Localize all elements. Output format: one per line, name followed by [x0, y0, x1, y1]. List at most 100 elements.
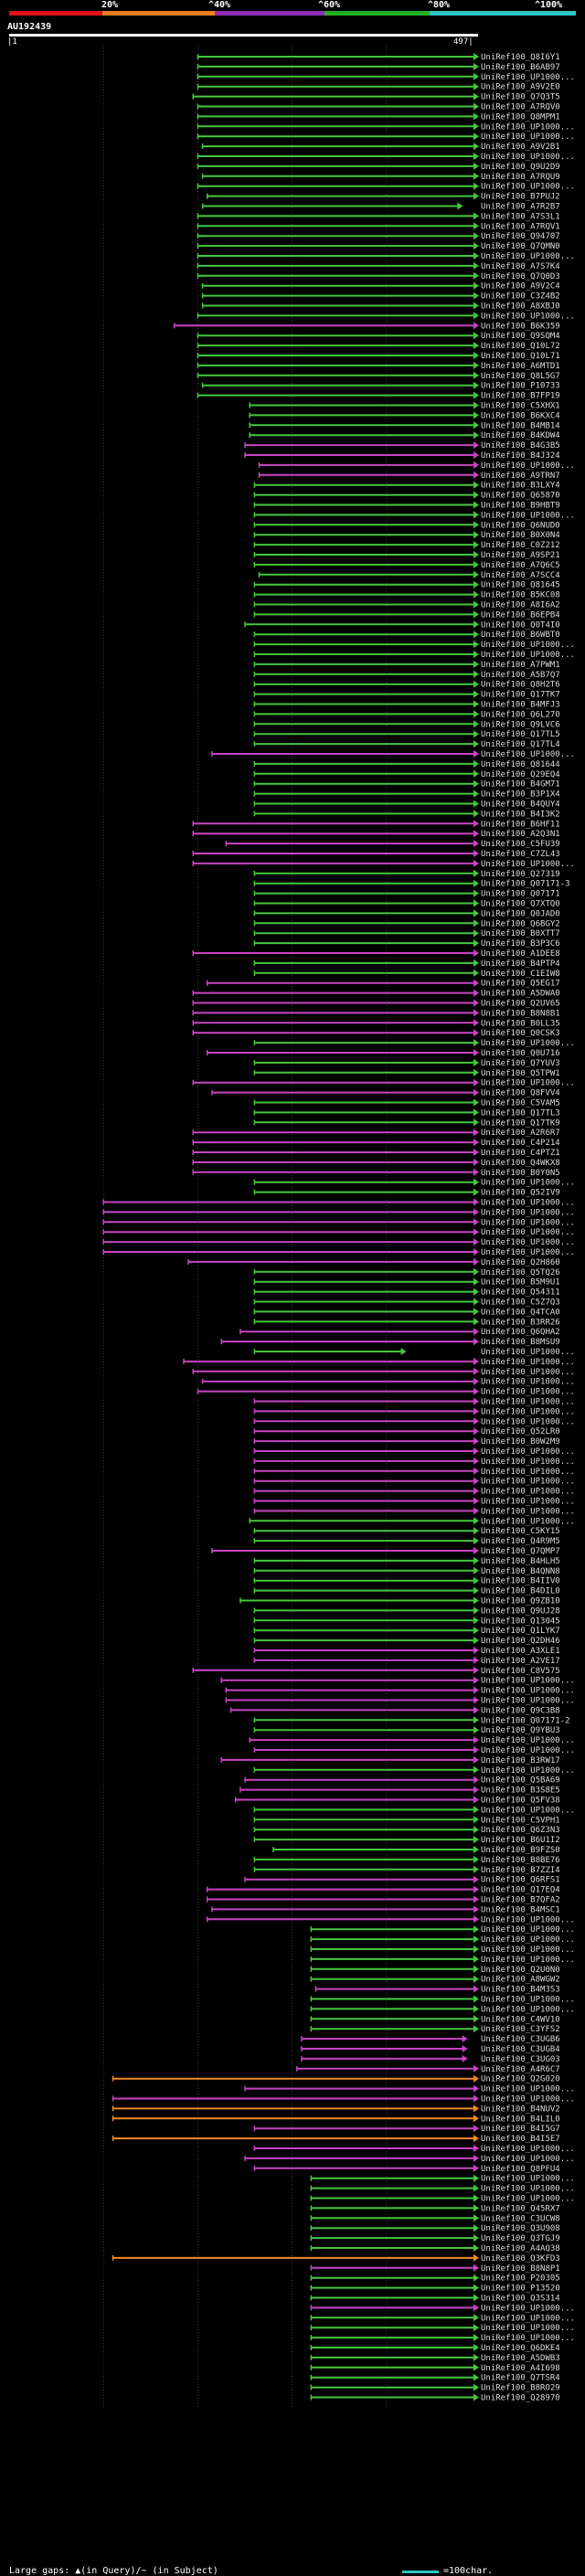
hit-row[interactable]: UniRef100_A7RQV0: [197, 102, 560, 112]
hit-label[interactable]: UniRef100_C5XHX1: [481, 402, 560, 411]
hit-row[interactable]: UniRef100_A9V2C4: [201, 281, 560, 292]
hit-row[interactable]: UniRef100_Q9SQM4: [197, 332, 560, 341]
hit-row[interactable]: UniRef100_A7S3L1: [197, 212, 560, 221]
hit-label[interactable]: UniRef100_B6EPB4: [481, 610, 560, 620]
hit-row[interactable]: UniRef100_UP1000...: [244, 2084, 575, 2094]
hit-label[interactable]: UniRef100_B4QNN8: [481, 1567, 560, 1576]
hit-row[interactable]: UniRef100_Q7QMP7: [211, 1547, 560, 1556]
hit-label[interactable]: UniRef100_Q0T4I0: [481, 620, 560, 630]
hit-label[interactable]: UniRef100_UP1000...: [481, 1945, 575, 1955]
hit-row[interactable]: UniRef100_B3S8E5: [239, 1786, 560, 1796]
hit-label[interactable]: UniRef100_Q3TGJ9: [481, 2234, 560, 2243]
hit-label[interactable]: UniRef100_Q07171-2: [481, 1716, 570, 1725]
hit-row[interactable]: UniRef100_Q81645: [253, 580, 560, 590]
hit-label[interactable]: UniRef100_B8BE76: [481, 1856, 560, 1865]
hit-row[interactable]: UniRef100_UP1000...: [310, 2304, 575, 2313]
hit-row[interactable]: UniRef100_B4DIL0: [253, 1586, 560, 1596]
hit-row[interactable]: UniRef100_UP1000...: [220, 1676, 575, 1686]
hit-row[interactable]: UniRef100_UP1000...: [102, 1198, 575, 1208]
hit-row[interactable]: UniRef100_B8N8P1: [310, 2263, 560, 2274]
hit-label[interactable]: UniRef100_Q8H2T6: [481, 681, 560, 690]
hit-label[interactable]: UniRef100_UP1000...: [481, 1687, 575, 1696]
hit-label[interactable]: UniRef100_B0X0N4: [481, 531, 560, 540]
hit-row[interactable]: UniRef100_UP1000...: [192, 1078, 575, 1088]
hit-row[interactable]: UniRef100_Q4WKX8: [192, 1158, 560, 1168]
hit-row[interactable]: UniRef100_Q17TL3: [253, 1108, 560, 1118]
hit-label[interactable]: UniRef100_Q6NUD0: [481, 521, 560, 530]
hit-row[interactable]: UniRef100_Q52LR0: [253, 1427, 560, 1436]
hit-row[interactable]: UniRef100_A5B7Q7: [253, 670, 560, 680]
hit-row[interactable]: UniRef100_A8I6A2: [253, 600, 560, 610]
hit-row[interactable]: UniRef100_Q10L72: [197, 342, 560, 351]
hit-label[interactable]: UniRef100_P13520: [481, 2284, 560, 2294]
hit-label[interactable]: UniRef100_UP1000...: [481, 651, 575, 660]
hit-label[interactable]: UniRef100_Q4TCA0: [481, 1308, 560, 1317]
hit-label[interactable]: UniRef100_B0LL35: [481, 1019, 560, 1028]
hit-label[interactable]: UniRef100_Q2UV65: [481, 1000, 560, 1009]
hit-row[interactable]: UniRef100_A5DWB3: [310, 2353, 560, 2363]
hit-label[interactable]: UniRef100_UP1000...: [481, 1378, 575, 1387]
hit-label[interactable]: UniRef100_UP1000...: [481, 1498, 575, 1507]
hit-row[interactable]: UniRef100_B9FZS0: [272, 1846, 560, 1855]
hit-label[interactable]: UniRef100_B8MSU9: [481, 1338, 560, 1347]
hit-row[interactable]: UniRef100_B4J324: [244, 451, 560, 461]
hit-row[interactable]: UniRef100_Q9YBU3: [253, 1726, 560, 1735]
hit-row[interactable]: UniRef100_Q45RX7: [310, 2204, 560, 2213]
hit-row[interactable]: UniRef100_Q5EG17: [207, 979, 560, 989]
hit-row[interactable]: UniRef100_Q7YUV3: [253, 1058, 560, 1068]
hit-row[interactable]: UniRef100_P10733: [201, 381, 560, 391]
hit-row[interactable]: UniRef100_B6HF11: [192, 820, 560, 829]
hit-label[interactable]: UniRef100_UP1000...: [481, 511, 575, 520]
hit-row[interactable]: UniRef100_UP1000...: [253, 1467, 575, 1477]
hit-row[interactable]: UniRef100_B6K359: [173, 322, 560, 331]
hit-label[interactable]: UniRef100_Q9C3B8: [481, 1706, 560, 1715]
hit-row[interactable]: UniRef100_A5DWA0: [192, 989, 560, 999]
hit-label[interactable]: UniRef100_B0W2M9: [481, 1437, 560, 1447]
hit-row[interactable]: UniRef100_Q3S314: [310, 2294, 560, 2304]
hit-label[interactable]: UniRef100_A7RQV1: [481, 222, 560, 231]
hit-row[interactable]: UniRef100_P13520: [310, 2284, 560, 2294]
hit-label[interactable]: UniRef100_A7Q6C5: [481, 561, 560, 570]
hit-row[interactable]: UniRef100_B0Y0N5: [192, 1168, 560, 1178]
hit-row[interactable]: UniRef100_Q6NUD0: [253, 521, 560, 530]
hit-row[interactable]: UniRef100_UP1000...: [102, 1218, 575, 1227]
hit-label[interactable]: UniRef100_A4AQ38: [481, 2244, 560, 2253]
hit-row[interactable]: UniRef100_UP1000...: [197, 252, 575, 261]
hit-row[interactable]: UniRef100_B7PUJ2: [207, 192, 560, 202]
hit-row[interactable]: UniRef100_A7SCC4: [258, 570, 560, 580]
hit-row[interactable]: UniRef100_Q17TK7: [253, 690, 560, 700]
hit-label[interactable]: UniRef100_Q7Q0D3: [481, 272, 560, 281]
hit-label[interactable]: UniRef100_C5KY15: [481, 1527, 560, 1536]
hit-label[interactable]: UniRef100_Q6RFS1: [481, 1876, 560, 1885]
hit-row[interactable]: UniRef100_A2R6R7: [192, 1129, 560, 1138]
hit-label[interactable]: UniRef100_B0Y0N5: [481, 1169, 560, 1178]
hit-row[interactable]: UniRef100_UP1000...: [310, 1995, 575, 2005]
hit-label[interactable]: UniRef100_C5Z7Q3: [481, 1299, 560, 1308]
hit-label[interactable]: UniRef100_UP1000...: [481, 1079, 575, 1088]
hit-row[interactable]: UniRef100_Q2UV65: [192, 999, 560, 1009]
hit-row[interactable]: UniRef100_B4HLH5: [253, 1556, 560, 1566]
hit-row[interactable]: UniRef100_B6WBT0: [253, 631, 560, 640]
hit-label[interactable]: UniRef100_UP1000...: [481, 1348, 575, 1357]
hit-label[interactable]: UniRef100_Q52IV9: [481, 1189, 560, 1198]
hit-row[interactable]: UniRef100_UP1000...: [310, 1945, 575, 1955]
hit-label[interactable]: UniRef100_Q9SQM4: [481, 332, 560, 341]
hit-row[interactable]: UniRef100_B6EPB4: [253, 610, 560, 620]
hit-label[interactable]: UniRef100_A2R6R7: [481, 1129, 560, 1138]
hit-label[interactable]: UniRef100_B4PTP4: [481, 959, 560, 969]
hit-label[interactable]: UniRef100_B3RR26: [481, 1318, 560, 1327]
hit-row[interactable]: UniRef100_Q5FV38: [234, 1796, 560, 1806]
hit-row[interactable]: UniRef100_UP1000...: [197, 1387, 575, 1397]
hit-label[interactable]: UniRef100_A2Q3N1: [481, 830, 560, 839]
hit-label[interactable]: UniRef100_A5B7Q7: [481, 671, 560, 680]
hit-label[interactable]: UniRef100_UP1000...: [481, 1956, 575, 1965]
hit-label[interactable]: UniRef100_Q10L72: [481, 342, 560, 351]
hit-row[interactable]: UniRef100_UP1000...: [197, 182, 575, 192]
hit-row[interactable]: UniRef100_C5KY15: [253, 1527, 560, 1536]
hit-label[interactable]: UniRef100_B6HF11: [481, 820, 560, 829]
hit-row[interactable]: UniRef100_B5M9U1: [253, 1277, 560, 1288]
hit-label[interactable]: UniRef100_UP1000...: [481, 2145, 575, 2154]
hit-label[interactable]: UniRef100_B3LXY4: [481, 482, 560, 491]
hit-label[interactable]: UniRef100_Q5TQ26: [481, 1268, 560, 1277]
hit-row[interactable]: UniRef100_C3UGB4: [301, 2045, 560, 2054]
